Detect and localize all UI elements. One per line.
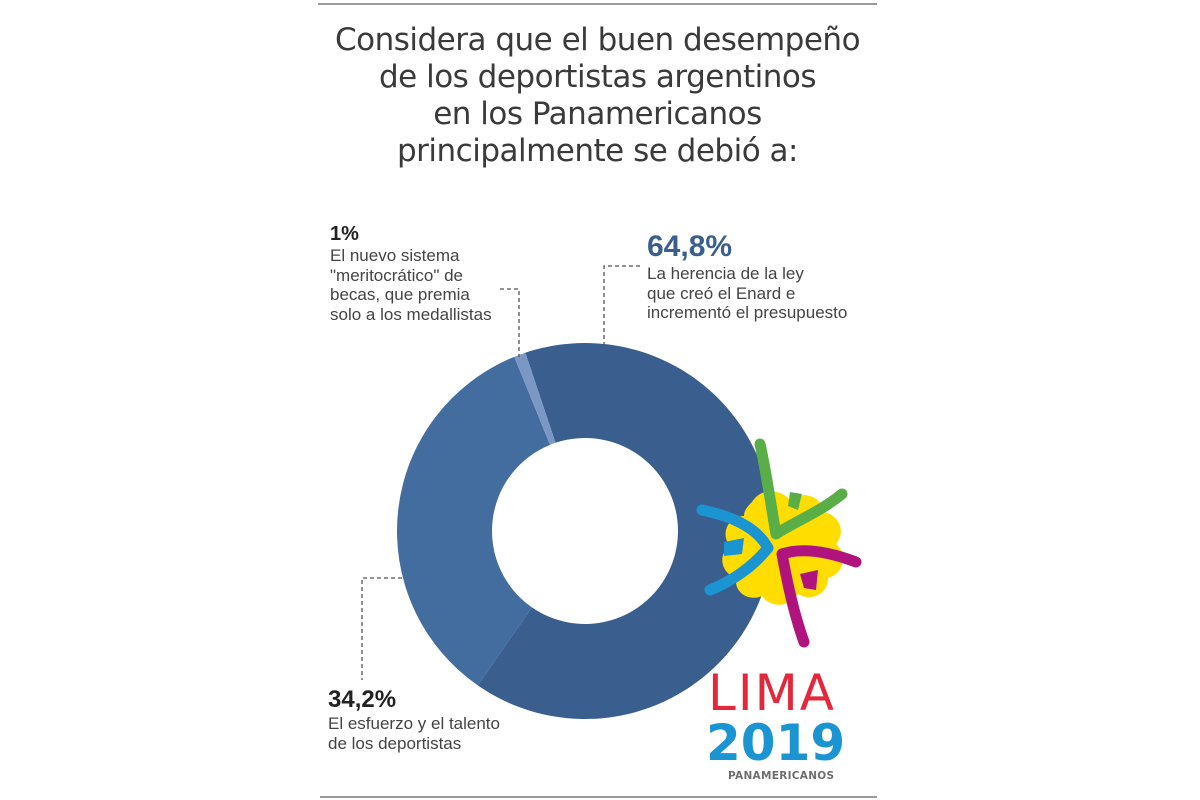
chart-title: Considera que el buen desempeño de los d… — [318, 22, 877, 170]
donut-slice-becas — [514, 352, 556, 445]
logo-lima-text: LIMA — [708, 664, 836, 722]
logo-emblem-icon — [696, 438, 862, 648]
logo-panamericanos-text: PANAMERICANOS — [728, 770, 835, 782]
slice-label-esfuerzo: 34,2% El esfuerzo y el talento de los de… — [328, 686, 500, 753]
bottom-rule — [320, 796, 877, 798]
slice-desc-line: La herencia de la ley — [647, 264, 804, 283]
title-line: en los Panamericanos — [433, 96, 762, 132]
logo-green-stroke — [754, 438, 848, 540]
donut-slice-esfuerzo — [396, 356, 551, 686]
slice-desc-line: El nuevo sistema — [330, 246, 460, 265]
slice-desc-line: becas, que premia — [330, 285, 470, 304]
slice-label-herencia: 64,8% La herencia de la ley que creó el … — [647, 230, 847, 323]
logo-blue-mark — [724, 538, 744, 556]
donut-slices — [396, 343, 773, 720]
slice-desc-line: que creó el Enard e — [647, 283, 796, 303]
logo-magenta-mark — [800, 570, 818, 590]
title-line: Considera que el buen desempeño — [334, 22, 861, 58]
logo-blue-stroke — [696, 504, 774, 596]
slice-label-becas: 1% El nuevo sistema "meritocrático" de b… — [330, 222, 492, 324]
leader-line-herencia — [603, 265, 640, 347]
logo-year-text: 2019 — [706, 714, 846, 772]
slice-value-esfuerzo: 34,2% — [328, 686, 397, 713]
leader-line-becas — [500, 288, 520, 357]
slice-value-becas: 1% — [330, 223, 359, 245]
lima-2019-logo: LIMA 2019 PANAMERICANOS — [690, 430, 880, 790]
slice-desc-line: de los deportistas — [328, 733, 462, 753]
slice-value-herencia: 64,8% — [647, 230, 733, 263]
slice-desc-line: "meritocrático" de — [330, 265, 464, 285]
slice-desc-line: incrementó el presupuesto — [647, 303, 848, 322]
donut-slice-herencia — [477, 343, 773, 720]
slice-desc-line: solo a los medallistas — [330, 304, 492, 324]
title-line: de los deportistas argentinos — [378, 59, 817, 95]
slice-desc-line: El esfuerzo y el talento — [328, 714, 500, 733]
leader-lines — [361, 265, 640, 680]
logo-magenta-stroke — [776, 545, 862, 648]
title-line: principalmente se debió a: — [396, 133, 799, 169]
logo-green-mark — [788, 492, 802, 510]
top-rule — [318, 3, 877, 5]
leader-line-esfuerzo — [361, 577, 402, 680]
